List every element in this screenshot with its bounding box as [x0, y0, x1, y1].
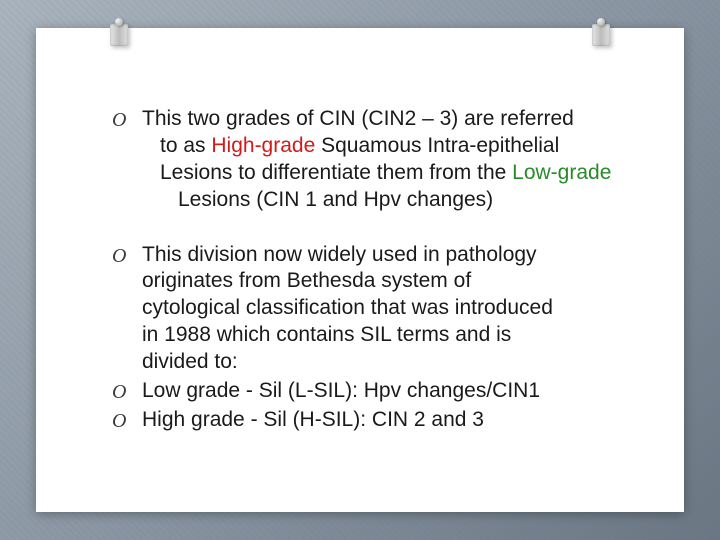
highlight-high-grade: High-grade	[211, 134, 315, 157]
bullet-2-line3: cytological classification that was intr…	[142, 296, 553, 319]
bullet-1-text-a: This two grades of CIN (CIN2 – 3) are re…	[142, 107, 574, 130]
bullet-2-line1: This division now widely used in patholo…	[142, 243, 537, 266]
highlight-low-grade: Low-grade	[512, 161, 611, 184]
bullet-4-text: High grade - Sil (H-SIL): CIN 2 and 3	[142, 408, 484, 431]
bullet-1-indent-b: Squamous Intra-epithelial	[315, 134, 559, 157]
bullet-item-3: Low grade - Sil (L-SIL): Hpv changes/CIN…	[106, 378, 614, 405]
bullet-1-indent-d: Lesions (CIN 1 and Hpv changes)	[178, 188, 493, 211]
bullet-list: This two grades of CIN (CIN2 – 3) are re…	[106, 106, 614, 434]
slide-card: This two grades of CIN (CIN2 – 3) are re…	[36, 28, 684, 512]
bullet-2-line4: in 1988 which contains SIL terms and is	[142, 323, 511, 346]
bullet-item-1: This two grades of CIN (CIN2 – 3) are re…	[106, 106, 614, 214]
binder-clip-left	[98, 18, 140, 48]
bullet-item-4: High grade - Sil (H-SIL): CIN 2 and 3	[106, 407, 614, 434]
bullet-item-2: This division now widely used in patholo…	[106, 242, 614, 376]
bullet-1-indent-a: to as	[160, 134, 211, 157]
binder-clip-right	[580, 18, 622, 48]
bullet-2-line2: originates from Bethesda system of	[142, 269, 471, 292]
bullet-2-line5: divided to:	[142, 350, 238, 373]
bullet-3-text: Low grade - Sil (L-SIL): Hpv changes/CIN…	[142, 379, 540, 402]
bullet-1-indent-c: Lesions to differentiate them from the	[160, 161, 512, 184]
